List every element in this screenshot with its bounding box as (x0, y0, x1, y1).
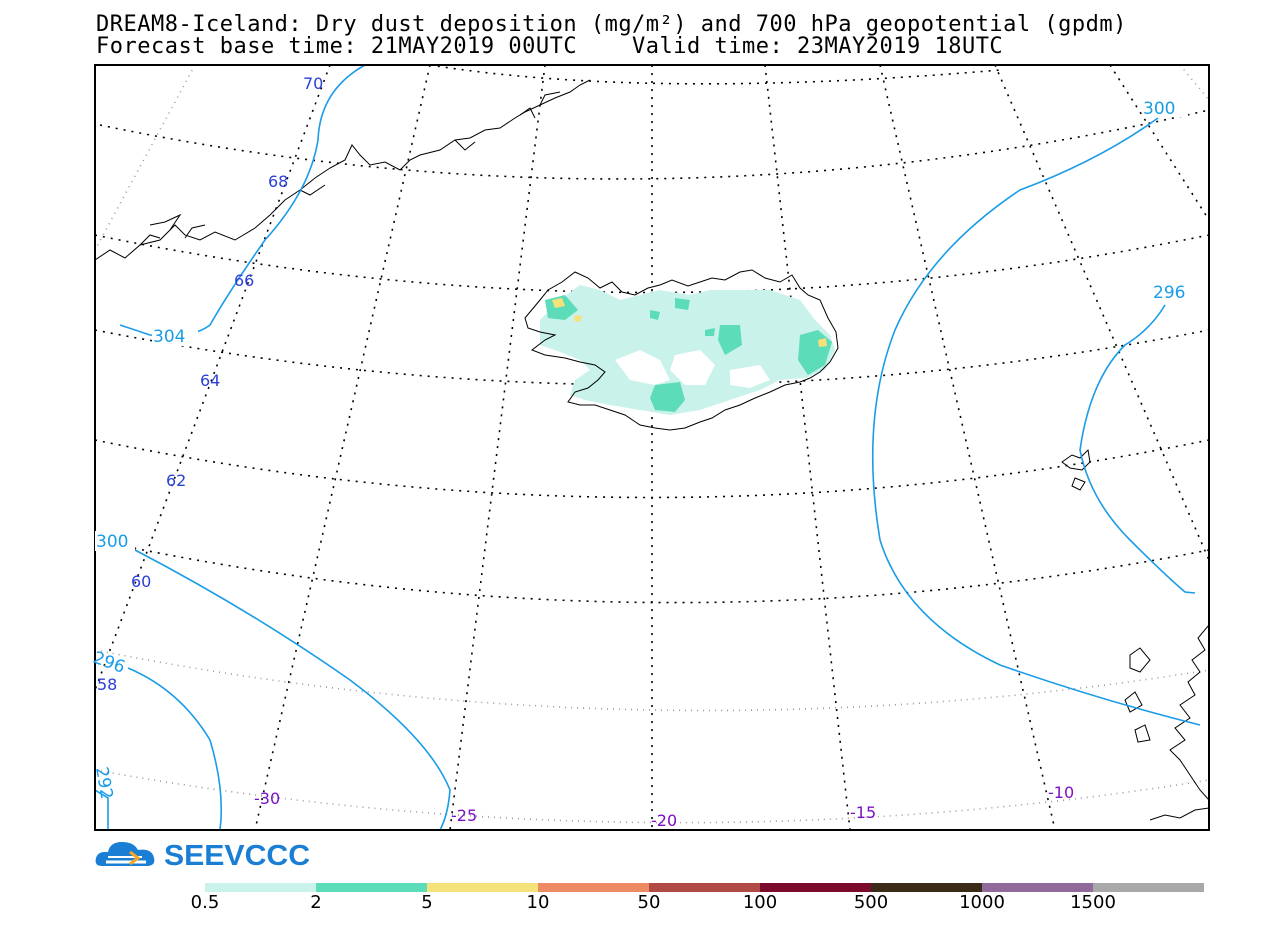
longitude-label: -30 (254, 789, 280, 808)
colorbar-tick-label: 1000 (959, 892, 1005, 913)
longitude-label: -20 (651, 811, 677, 830)
colorbar-segment (316, 883, 427, 892)
latitude-label: 62 (166, 471, 186, 490)
colorbar-segment (205, 883, 316, 892)
longitude-grid (95, 65, 1209, 830)
geopotential-contours (95, 65, 1201, 830)
greenland-coast-detail (139, 91, 561, 246)
iceland-coastline (524, 269, 839, 431)
contour-label: 304 (153, 327, 185, 347)
colorbar-tick-label: 10 (526, 892, 550, 913)
logo-text: SEEVCCC (164, 840, 310, 872)
seevccc-logo: SEEVCCC (95, 840, 310, 872)
latitude-label: 60 (131, 572, 151, 591)
latitude-label: 58 (97, 675, 117, 694)
colorbar-tick-label: 5 (421, 892, 433, 913)
latitude-label: 64 (200, 371, 220, 390)
colorbar-segment (1093, 883, 1204, 892)
colorbar-tick-label: 2 (310, 892, 322, 913)
latitude-grid (95, 65, 1209, 824)
colorbar-tick-label: 50 (637, 892, 661, 913)
latitude-label: 70 (303, 74, 323, 93)
colorbar-tick-label: 100 (742, 892, 778, 913)
colorbar-segment (982, 883, 1093, 892)
contour-label: 296 (1153, 283, 1185, 303)
greenland-coastline (95, 79, 591, 261)
colorbar-tick-label: 0.5 (190, 892, 220, 913)
longitude-label: -25 (451, 806, 477, 825)
contour-label: 300 (96, 532, 128, 552)
contour-label-group: 300 296 304 300 296 292 (90, 97, 1198, 801)
latitude-label: 66 (234, 271, 254, 290)
longitude-label-group: -30 -25 -20 -15 -10 (254, 783, 1074, 830)
map-content (95, 65, 1209, 830)
latitude-label-group: 70 68 66 64 62 60 58 (97, 74, 323, 694)
latitude-label: 68 (268, 172, 288, 191)
title-line-2: Forecast base time: 21MAY2019 00UTC Vali… (96, 34, 1004, 59)
colorbar-segment (427, 883, 538, 892)
norway-coastline (1124, 624, 1209, 821)
colorbar-segment (649, 883, 760, 892)
colorbar-segment (760, 883, 871, 892)
colorbar-tick-label: 1500 (1070, 892, 1116, 913)
longitude-label: -15 (850, 803, 876, 822)
colorbar-tick-label: 500 (853, 892, 889, 913)
iceland-dust-fill (540, 285, 835, 415)
title-line-1: DREAM8-Iceland: Dry dust deposition (mg/… (96, 12, 1127, 37)
map-frame (94, 64, 1210, 831)
contour-label: 300 (1143, 99, 1175, 119)
longitude-label: -10 (1048, 783, 1074, 802)
cloud-logo-icon (95, 842, 155, 866)
colorbar-segment (871, 883, 982, 892)
colorbar-segment (538, 883, 649, 892)
faroe-islands (1061, 448, 1091, 491)
colorbar (205, 883, 1204, 892)
